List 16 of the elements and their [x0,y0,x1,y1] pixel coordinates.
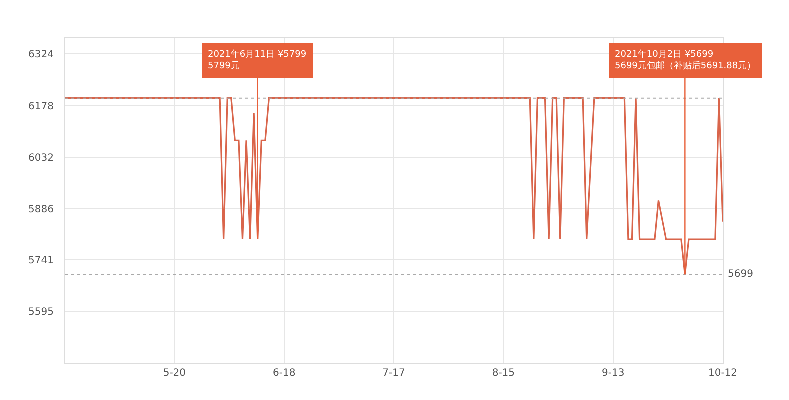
y-tick-label: 6324 [28,50,54,61]
x-tick-label: 5-20 [163,368,186,379]
annotation: 2021年6月11日 ¥5799 5799元 [208,49,307,72]
x-tick-label: 9-13 [602,368,625,379]
x-tick-label: 6-18 [272,368,296,379]
x-tick-label: 8-15 [492,368,516,379]
x-tick-label: 7-17 [382,368,406,379]
ref-line-label: 5699 [728,269,754,280]
line-series [65,98,723,276]
y-tick-label: 5595 [28,306,54,318]
y-tick-label: 6032 [28,152,54,164]
y-tick-label: 5886 [28,204,54,216]
x-tick-label: 10-12 [708,368,738,379]
y-tick-label: 5741 [28,255,54,266]
annotation: 2021年10月2日 ¥5699 5699元包邮（补贴后5691.88元） [615,49,756,72]
y-tick-label: 6178 [28,101,54,112]
